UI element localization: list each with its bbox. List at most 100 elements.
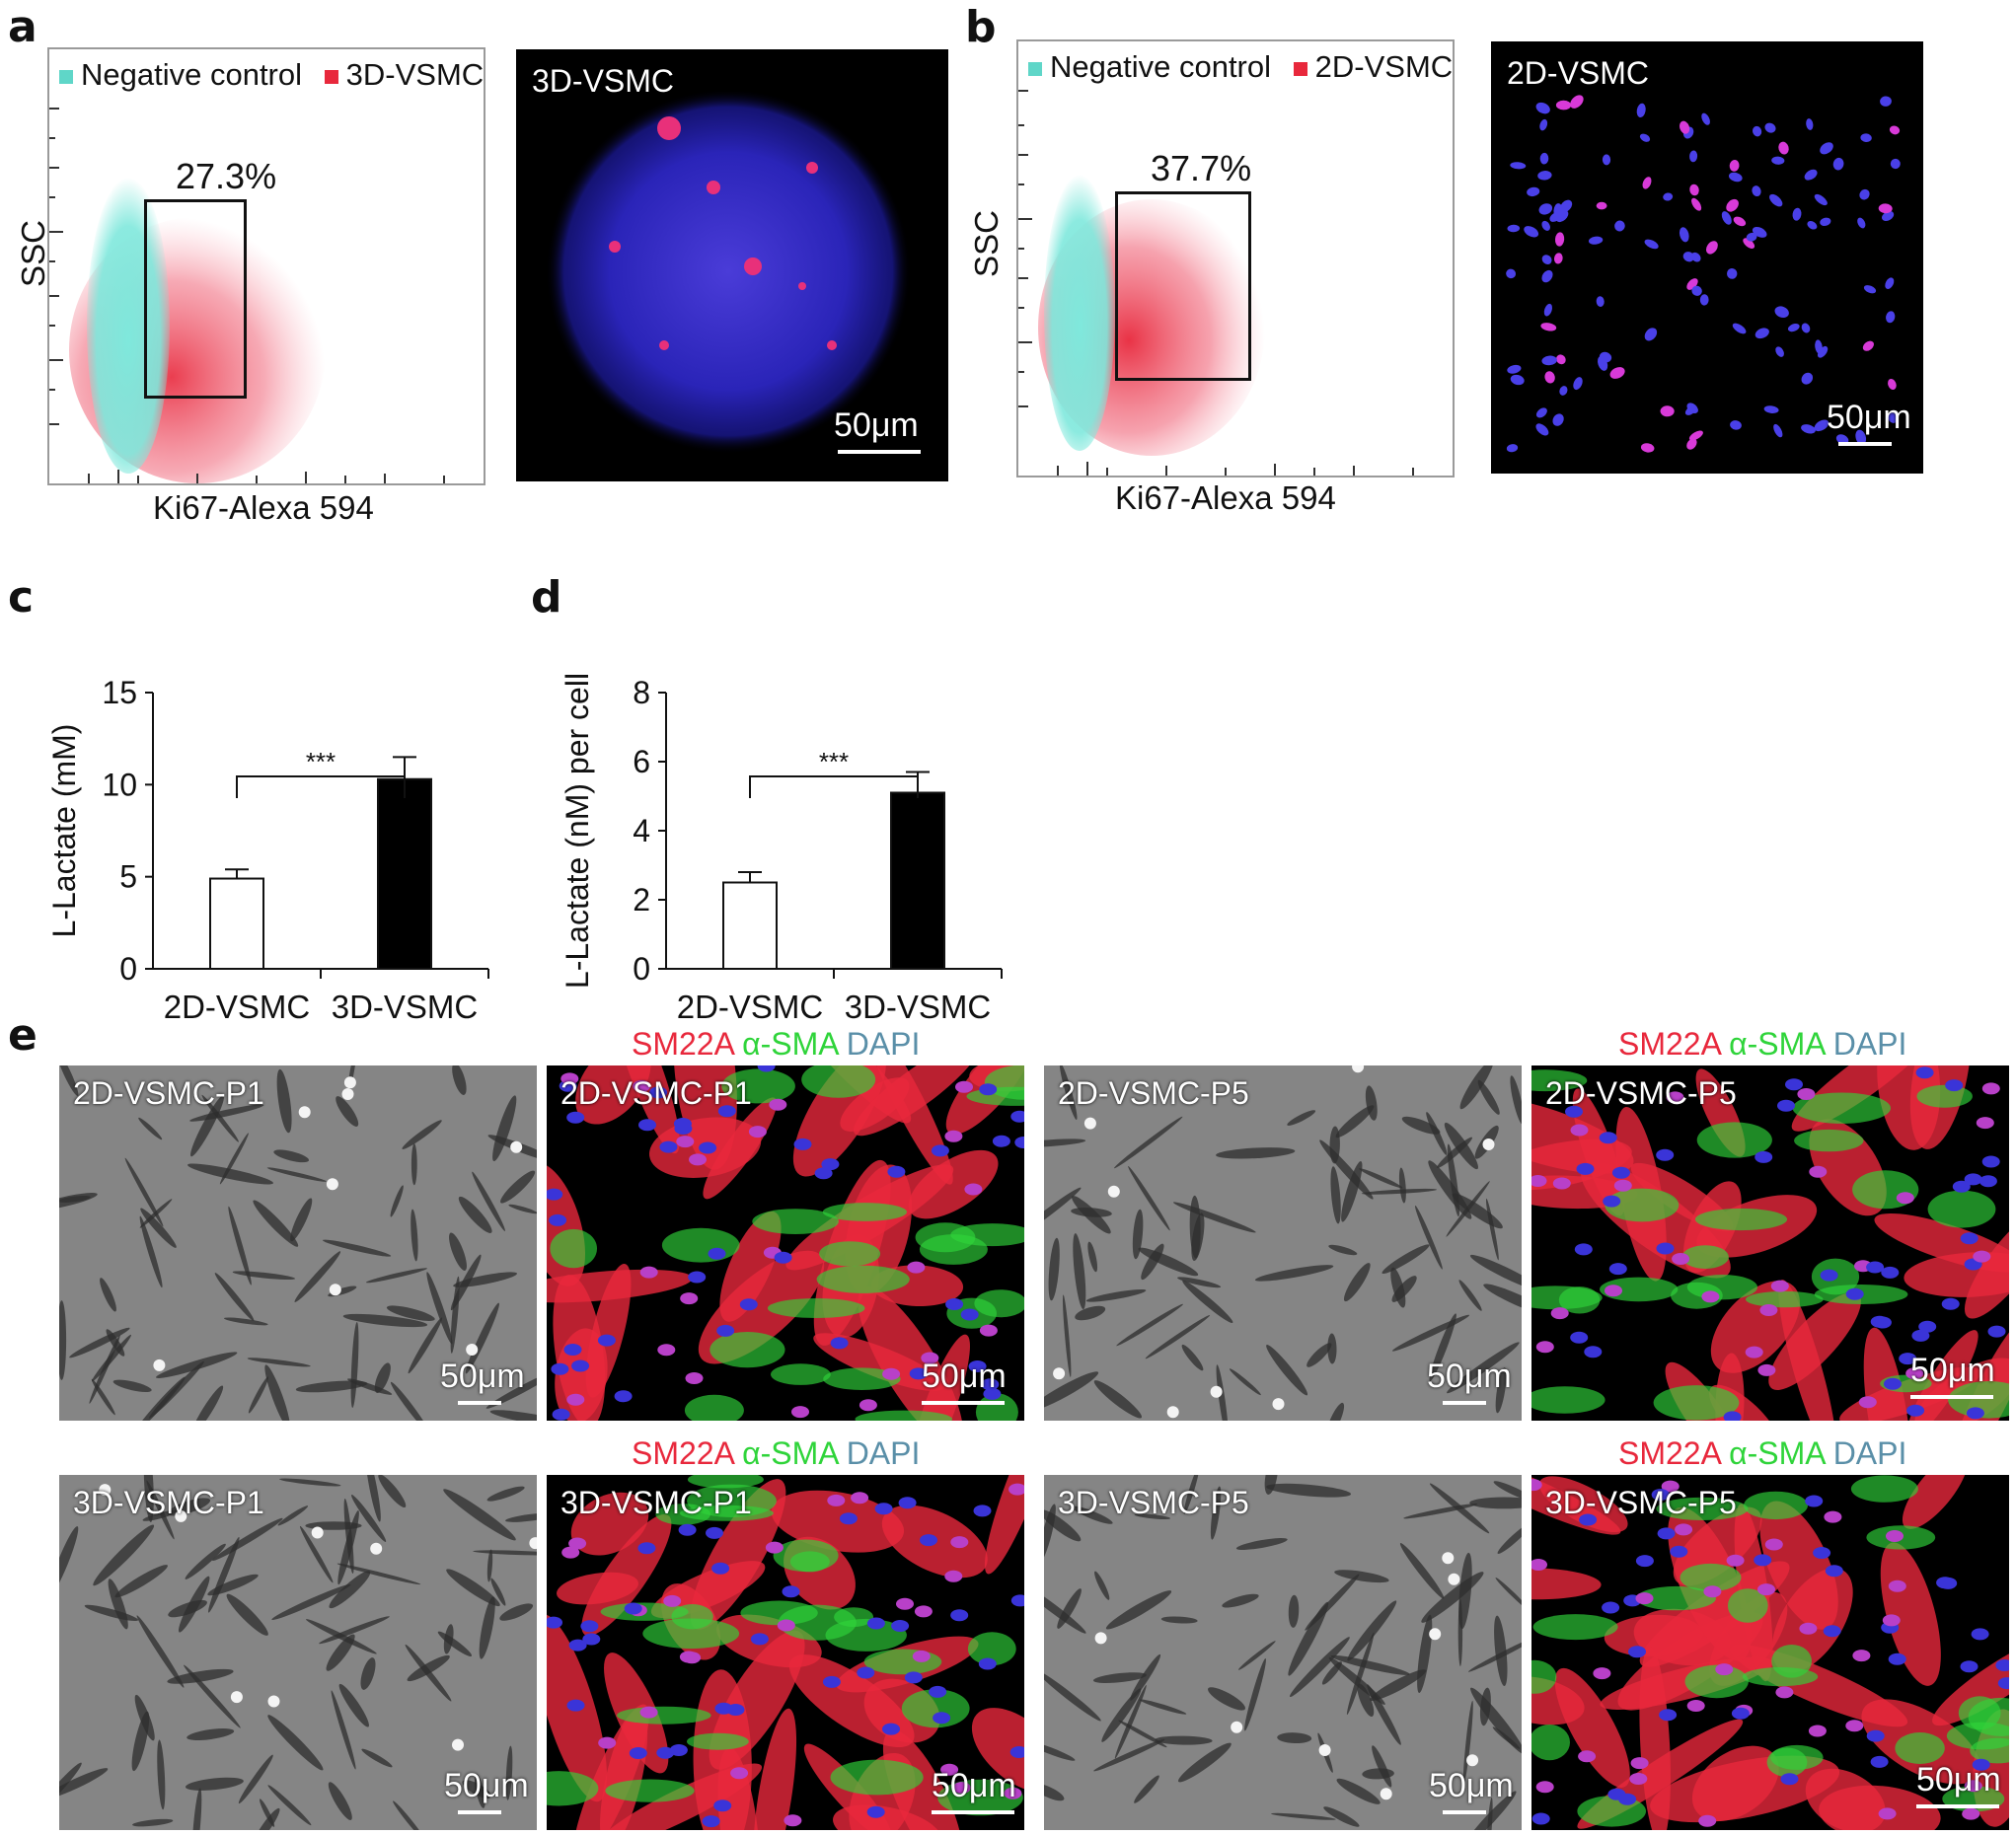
- nucleus: [1730, 420, 1742, 430]
- nucleus: [1573, 377, 1583, 391]
- image-label: 2D-VSMC-P1: [560, 1075, 752, 1111]
- nucleus: [1888, 378, 1897, 391]
- dapi-nucleus: [1813, 1547, 1831, 1559]
- dapi-nucleus: [713, 1799, 732, 1812]
- nucleus: [1640, 443, 1655, 453]
- cell-shape: [266, 1167, 327, 1182]
- dapi-nucleus: [882, 1367, 901, 1380]
- nucleus: [1682, 252, 1694, 262]
- dapi-nucleus: [1866, 1729, 1885, 1742]
- stain-label-row1-left: SM22A α-SMA DAPI: [632, 1026, 920, 1063]
- bright-cell: [329, 1284, 341, 1296]
- flow-cytometry-plot-a: Negative control 3D-VSMC 27.3%: [47, 47, 485, 485]
- dapi-nucleus: [549, 1213, 567, 1226]
- dapi-nucleus: [1675, 1523, 1693, 1536]
- nucleus: [1507, 224, 1521, 233]
- nucleus: [1510, 374, 1525, 386]
- bright-cell: [99, 1484, 112, 1497]
- cell-shape: [1367, 1684, 1401, 1745]
- dapi-nucleus: [638, 1119, 656, 1132]
- panel-letter-e: e: [8, 1010, 37, 1061]
- cell-shape: [1462, 1700, 1473, 1785]
- scale-bar: [1443, 1810, 1486, 1814]
- y-tick-label: 6: [633, 744, 650, 779]
- dapi-nucleus: [1635, 1555, 1654, 1568]
- fluor-texture: [547, 1475, 1024, 1830]
- stain-label-row1-right: SM22A α-SMA DAPI: [1618, 1026, 1906, 1063]
- x-axis-label-b: Ki67-Alexa 594: [1115, 479, 1336, 516]
- cell-shape: [1155, 1735, 1213, 1745]
- cell-shape: [1346, 1632, 1375, 1716]
- cell-shape: [1271, 1812, 1336, 1820]
- stain-asma: α-SMA: [1729, 1026, 1825, 1062]
- cell-shape: [124, 1157, 164, 1227]
- dapi-nucleus: [633, 1079, 651, 1092]
- cell-shape: [156, 1352, 238, 1378]
- cell-shape: [343, 1499, 354, 1574]
- nucleus: [1726, 198, 1739, 212]
- cell-shape: [134, 1376, 186, 1421]
- nucleus: [1862, 340, 1874, 351]
- dapi-nucleus: [909, 1367, 928, 1380]
- cell-shape: [1447, 1143, 1460, 1217]
- dapi-nucleus: [1759, 1304, 1778, 1316]
- asma-signal: [950, 1223, 1024, 1247]
- dapi-nucleus: [1535, 1341, 1554, 1354]
- nucleus: [1801, 424, 1816, 434]
- cell-shape: [190, 1095, 224, 1157]
- nucleus: [1553, 253, 1563, 264]
- dapi-nucleus: [1870, 1315, 1889, 1328]
- micrograph-2d-vsmc-ki67: 2D-VSMC 50μm: [1491, 41, 1923, 474]
- cell-shape: [1288, 1594, 1300, 1628]
- dapi-nucleus: [978, 1657, 997, 1670]
- stain-asma: α-SMA: [742, 1435, 838, 1471]
- cell-shape: [326, 1634, 355, 1671]
- bar-chart-d: 0 2 4 6 8 2D-VSMC 3D-VSMC *** L-Lactate (nM) per…: [560, 673, 1003, 1025]
- cell-shape: [271, 1583, 351, 1620]
- asma-signal: [1605, 1188, 1680, 1222]
- bright-cell: [1083, 1117, 1096, 1130]
- phase-texture: [1044, 1475, 1522, 1830]
- nucleus: [1544, 371, 1555, 384]
- cell-shape: [452, 1065, 467, 1095]
- dapi-nucleus: [769, 1098, 787, 1111]
- cell-shape: [1085, 1288, 1147, 1302]
- dapi-nucleus: [1899, 1353, 1917, 1365]
- nucleus: [1771, 156, 1785, 165]
- cell-shape: [328, 1782, 352, 1820]
- dapi-nucleus: [726, 1704, 745, 1716]
- nucleus: [1804, 169, 1818, 181]
- dapi-nucleus: [1960, 1232, 1979, 1245]
- cell-shape: [1093, 1380, 1143, 1419]
- nucleus: [1609, 367, 1625, 379]
- dapi-nucleus: [920, 1534, 937, 1547]
- cell-shape: [1497, 1521, 1522, 1555]
- nucleus: [1775, 346, 1784, 357]
- bright-cell: [1231, 1721, 1243, 1733]
- sm22a-signal: [575, 1065, 651, 1125]
- y-tick-label: 10: [102, 767, 137, 802]
- dapi-nucleus: [887, 1165, 906, 1178]
- asma-signal: [1744, 1491, 1808, 1520]
- nucleus: [1535, 423, 1549, 436]
- dapi-nucleus: [678, 1523, 697, 1536]
- dapi-nucleus: [859, 1399, 877, 1412]
- cell-shape: [490, 1578, 506, 1606]
- cell-shape: [486, 1549, 493, 1582]
- cell-shape: [93, 1524, 155, 1586]
- phase-texture: [59, 1475, 537, 1830]
- dapi-nucleus: [639, 1706, 658, 1719]
- nucleus: [1552, 413, 1564, 426]
- cell-shape: [1114, 1116, 1183, 1169]
- dapi-nucleus: [950, 1609, 969, 1622]
- nucleus: [1860, 133, 1872, 143]
- cell-shape: [1087, 1241, 1098, 1273]
- legend-label-positive-a: 3D-VSMC: [345, 57, 485, 92]
- nucleus: [1535, 407, 1547, 418]
- panel-letter-c: c: [8, 572, 35, 623]
- asma-signal: [855, 1410, 953, 1421]
- cell-shape: [1237, 1641, 1276, 1670]
- dapi-nucleus: [1618, 1793, 1637, 1805]
- nucleus: [1787, 324, 1800, 332]
- dapi-nucleus: [1599, 1132, 1617, 1144]
